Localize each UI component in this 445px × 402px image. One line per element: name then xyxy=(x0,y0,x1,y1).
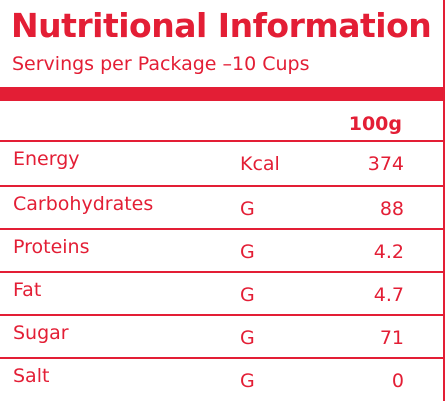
table-row: Salt G 0 xyxy=(0,359,445,402)
nutrient-value: 0 xyxy=(391,370,404,392)
nutrient-name: Carbohydrates xyxy=(13,193,154,215)
divider xyxy=(0,185,445,187)
table-row: Fat G 4.7 xyxy=(0,273,445,316)
label-title: Nutritional Information xyxy=(11,6,432,45)
nutrient-unit: G xyxy=(240,284,255,306)
divider xyxy=(0,228,445,230)
nutrient-name: Energy xyxy=(13,148,80,170)
table-row: Sugar G 71 xyxy=(0,316,445,359)
divider xyxy=(0,140,445,142)
nutrient-name: Sugar xyxy=(13,322,69,344)
divider xyxy=(0,314,445,316)
table-row: Proteins G 4.2 xyxy=(0,230,445,273)
nutrient-value: 374 xyxy=(367,153,404,175)
header-band xyxy=(0,87,445,101)
nutrient-name: Proteins xyxy=(13,236,90,258)
nutrient-value: 88 xyxy=(379,198,404,220)
table-row: Carbohydrates G 88 xyxy=(0,187,445,230)
servings-subtitle: Servings per Package –10 Cups xyxy=(12,53,310,75)
nutrient-value: 4.2 xyxy=(373,241,404,263)
nutrient-unit: Kcal xyxy=(240,153,280,175)
nutrient-name: Salt xyxy=(13,365,50,387)
nutrient-unit: G xyxy=(240,370,255,392)
nutrient-unit: G xyxy=(240,327,255,349)
nutrient-unit: G xyxy=(240,241,255,263)
divider xyxy=(0,271,445,273)
divider xyxy=(0,357,445,359)
nutrient-value: 71 xyxy=(379,327,404,349)
column-header-100g: 100g xyxy=(348,113,402,135)
nutrient-name: Fat xyxy=(13,279,42,301)
table-row: Energy Kcal 374 xyxy=(0,142,445,185)
nutrient-unit: G xyxy=(240,198,255,220)
nutrient-value: 4.7 xyxy=(373,284,404,306)
